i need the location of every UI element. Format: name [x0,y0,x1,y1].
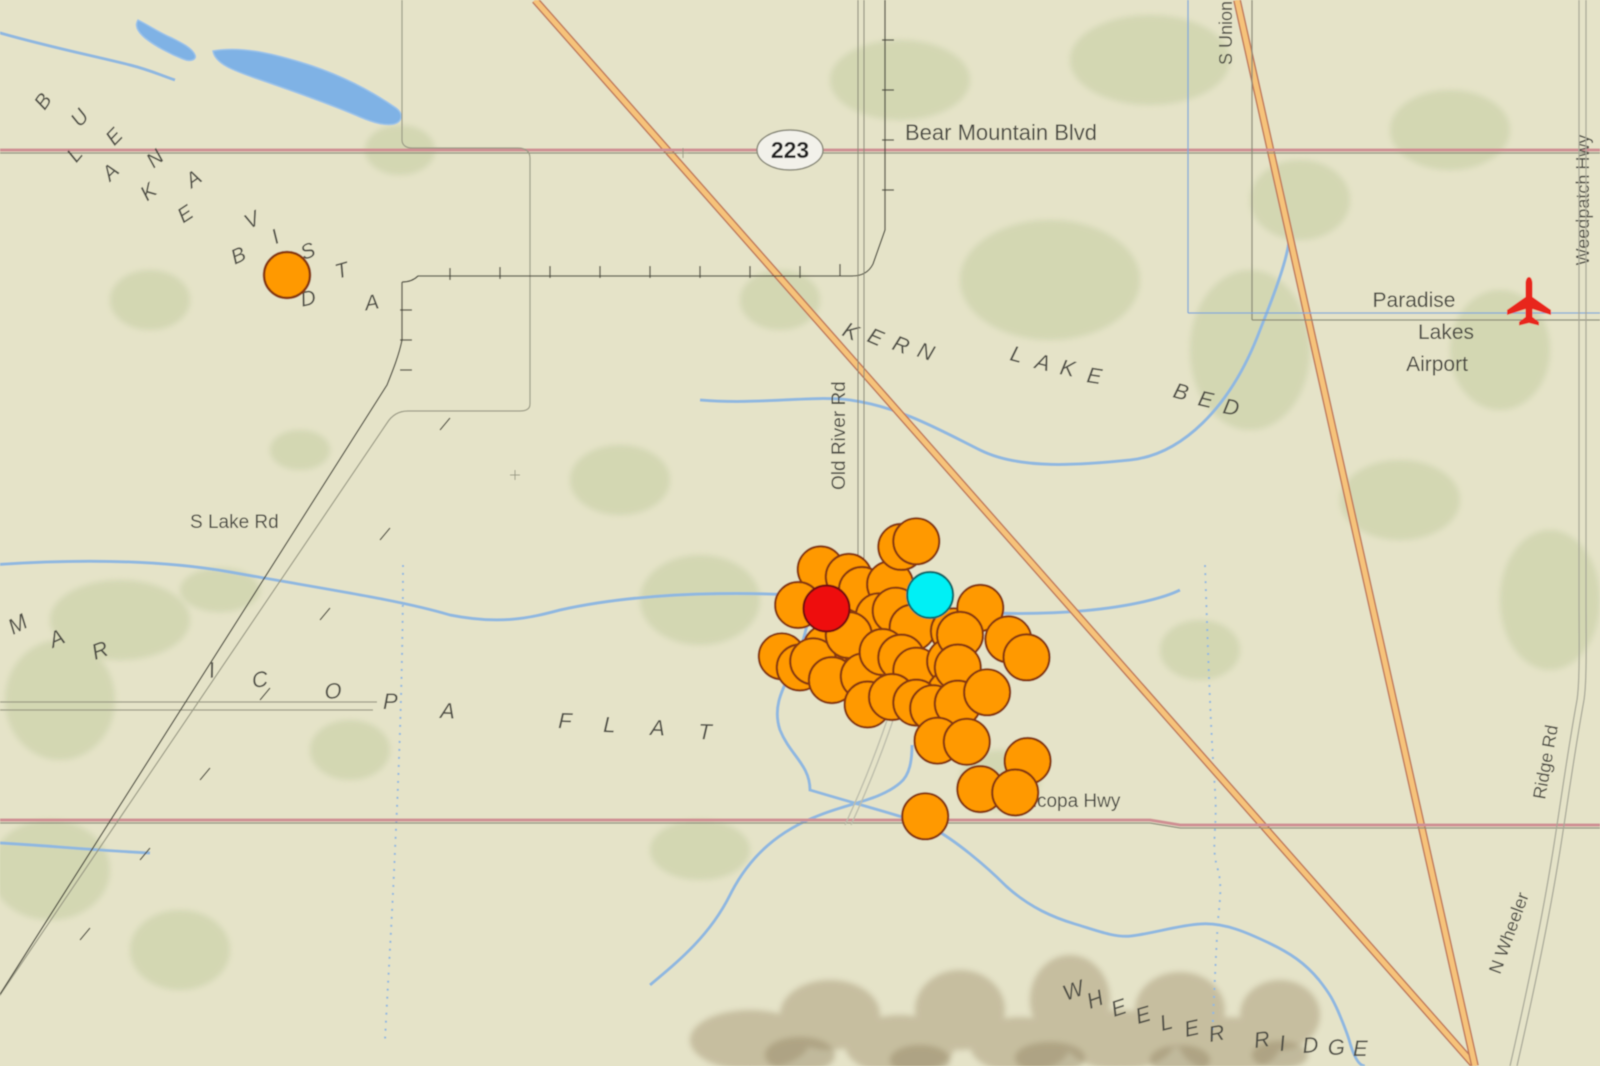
svg-text:T: T [698,719,714,745]
svg-text:O: O [324,678,343,704]
svg-text:Bear Mountain Blvd: Bear Mountain Blvd [905,120,1097,145]
svg-text:S Union: S Union [1216,1,1236,65]
svg-text:223: 223 [771,137,809,163]
svg-text:Old River Rd: Old River Rd [829,381,850,490]
svg-text:E: E [1353,1036,1368,1061]
svg-text:Weedpatch Hwy: Weedpatch Hwy [1573,135,1593,266]
svg-text:A: A [648,715,666,741]
svg-text:L: L [603,712,616,737]
svg-text:S Lake Rd: S Lake Rd [190,512,279,533]
svg-text:Lakes: Lakes [1418,321,1474,344]
svg-text:D: D [1302,1032,1320,1058]
svg-text:Paradise: Paradise [1373,289,1456,312]
svg-text:A: A [438,698,456,724]
svg-text:P: P [383,689,398,714]
svg-text:G: G [1327,1034,1345,1060]
svg-text:F: F [558,708,574,734]
svg-text:Airport: Airport [1406,353,1468,376]
